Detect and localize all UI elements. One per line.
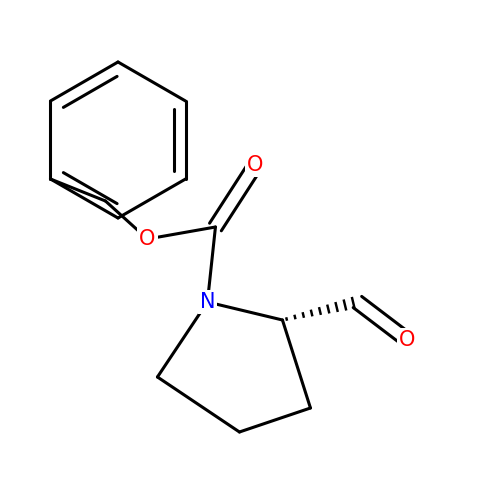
Text: N: N bbox=[200, 292, 215, 312]
Text: O: O bbox=[140, 229, 156, 249]
Text: O: O bbox=[400, 330, 415, 350]
Text: O: O bbox=[248, 155, 264, 175]
